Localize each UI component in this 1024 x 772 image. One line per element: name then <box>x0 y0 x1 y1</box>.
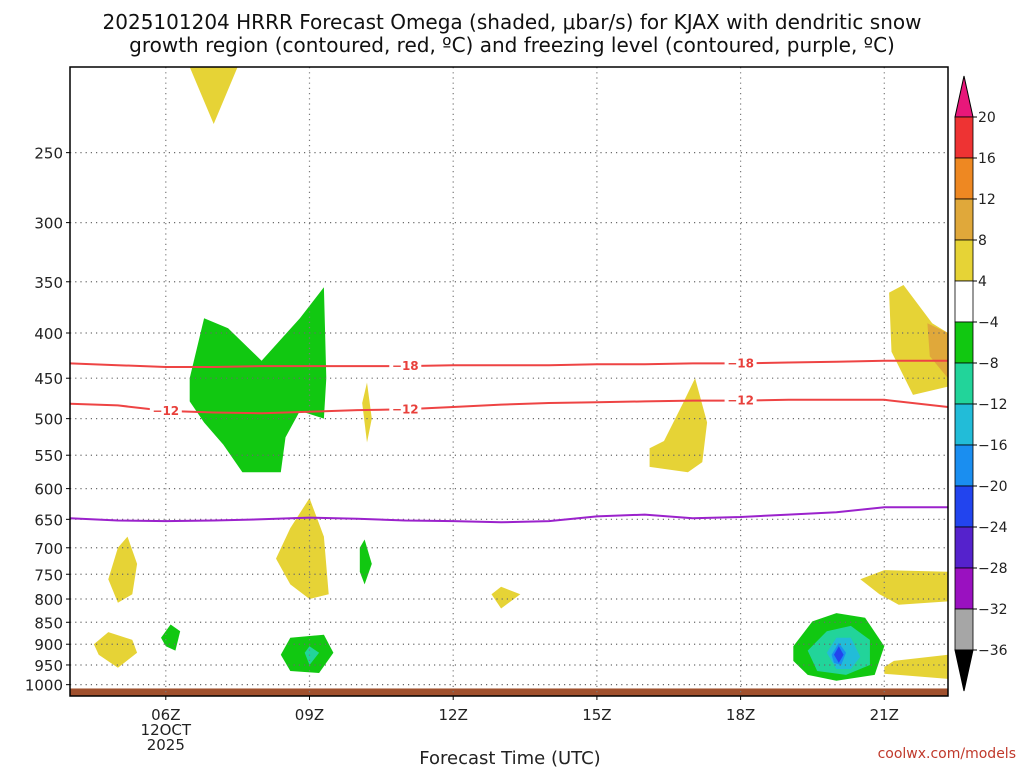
contour-label-bg <box>724 392 757 408</box>
y-tick-label: 300 <box>34 215 63 233</box>
y-tick-label: 800 <box>34 591 63 609</box>
y-axis: 250 300 350 400 450 500 550 600 650 700 750 800 850 9… <box>25 145 70 695</box>
chart-title-line-2: growth region (contoured, red, ºC) and f… <box>129 33 895 57</box>
contour-lines: −18 −18 −12 −12 −12 <box>69 355 949 524</box>
colorbar-swatch <box>954 239 974 282</box>
colorbar-swatch <box>954 485 974 528</box>
colorbar-label: 4 <box>978 274 987 290</box>
y-tick-label: 950 <box>34 657 63 675</box>
chart-title: 2025101204 HRRR Forecast Omega (shaded, … <box>103 10 922 57</box>
x-tick-label: 15Z <box>582 706 611 724</box>
colorbar-label: 12 <box>978 192 996 208</box>
omega-region-11 <box>359 539 372 585</box>
omega-region-5 <box>889 285 948 395</box>
x-tick-label: 06Z <box>151 706 180 724</box>
omega-region-20 <box>860 570 948 605</box>
colorbar-swatch <box>954 526 974 569</box>
y-tick-label: 650 <box>34 511 63 529</box>
colorbar: 20 16 12 8 4 −4 −8 −12 −16 −20 −24 −28 −32 −36 <box>954 75 1008 692</box>
grid-lines <box>70 67 948 696</box>
y-tick-label: 350 <box>34 274 63 292</box>
y-tick-label: 750 <box>34 566 63 584</box>
colorbar-label: −8 <box>978 356 999 372</box>
omega-region-21 <box>884 654 948 679</box>
x-tick-label: 18Z <box>726 706 755 724</box>
colorbar-swatch <box>954 444 974 487</box>
colorbar-top-arrow <box>954 75 974 118</box>
ground-surface <box>70 688 948 696</box>
contour-label: −18 <box>727 356 754 370</box>
omega-region-1 <box>189 67 238 124</box>
chart-title-line-1: 2025101204 HRRR Forecast Omega (shaded, … <box>103 10 922 34</box>
omega-region-19 <box>834 646 844 663</box>
colorbar-label: −24 <box>978 520 1008 536</box>
y-tick-label: 400 <box>34 325 63 343</box>
colorbar-label: 16 <box>978 151 996 167</box>
x-tick-label: 12Z <box>439 706 468 724</box>
contour-label-bg <box>149 402 182 418</box>
y-tick-label: 600 <box>34 481 63 499</box>
omega-region-2 <box>189 287 327 473</box>
colorbar-swatch <box>954 567 974 610</box>
contour-label-bg <box>389 358 422 374</box>
omega-region-7 <box>108 536 138 603</box>
colorbar-label: −16 <box>978 438 1008 454</box>
omega-region-4 <box>649 378 708 473</box>
omega-region-3 <box>362 382 372 443</box>
omega-region-9 <box>161 624 181 651</box>
colorbar-label: −20 <box>978 479 1008 495</box>
colorbar-label: 8 <box>978 233 987 249</box>
contour-label: −12 <box>392 402 419 416</box>
freezing-level-line <box>69 506 948 524</box>
colorbar-label: −12 <box>978 397 1008 413</box>
contour-label-bg <box>389 401 422 417</box>
omega-region-14 <box>491 586 521 609</box>
dgz-contour-line <box>69 359 948 368</box>
y-tick-label: 700 <box>34 540 63 558</box>
contour-label: −12 <box>152 404 179 418</box>
contour-label-bg <box>724 355 757 371</box>
x-axis-label: Forecast Time (UTC) <box>419 748 600 768</box>
omega-region-6 <box>927 323 948 379</box>
omega-region-10 <box>276 498 329 599</box>
ground-fill <box>70 688 948 696</box>
contour-label: −18 <box>392 359 419 373</box>
omega-shading <box>93 67 948 681</box>
colorbar-swatch <box>954 608 974 651</box>
y-tick-label: 550 <box>34 447 63 465</box>
x-tick-label: 2025 <box>147 736 185 754</box>
credit-text: coolwx.com/models <box>878 746 1016 762</box>
colorbar-bottom-arrow <box>954 649 974 692</box>
y-tick-label: 450 <box>34 370 63 388</box>
x-tick-label: 09Z <box>295 706 324 724</box>
colorbar-swatch <box>954 116 974 159</box>
colorbar-swatch <box>954 198 974 241</box>
dgz-contour-line <box>69 398 949 415</box>
colorbar-label: −28 <box>978 561 1008 577</box>
y-tick-label: 500 <box>34 411 63 429</box>
y-tick-label: 900 <box>34 636 63 654</box>
x-tick-label: 21Z <box>870 706 899 724</box>
colorbar-label: −4 <box>978 315 999 331</box>
colorbar-label: −32 <box>978 602 1008 618</box>
colorbar-label: −36 <box>978 643 1008 659</box>
plot-frame <box>69 66 949 697</box>
contour-label: −12 <box>727 394 754 408</box>
colorbar-label: 20 <box>978 110 996 126</box>
omega-region-13 <box>304 646 320 665</box>
y-tick-label: 1000 <box>25 677 63 695</box>
y-tick-label: 250 <box>34 145 63 163</box>
colorbar-swatch <box>954 321 974 364</box>
colorbar-swatch <box>954 280 974 323</box>
omega-region-8 <box>93 632 138 668</box>
y-tick-label: 850 <box>34 614 63 632</box>
colorbar-swatch <box>954 403 974 446</box>
colorbar-swatch <box>954 362 974 405</box>
colorbar-swatch <box>954 157 974 200</box>
x-tick-label: 12OCT <box>141 721 192 739</box>
